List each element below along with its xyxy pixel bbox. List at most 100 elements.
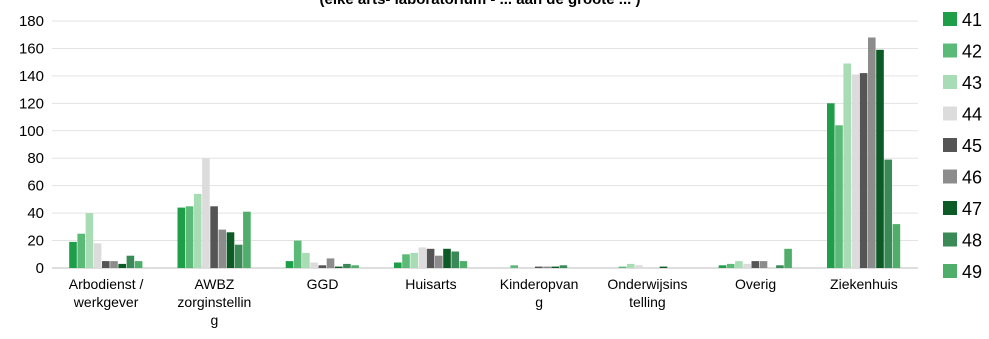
bar-43-6 xyxy=(735,261,743,268)
bar-47-5 xyxy=(659,266,668,268)
bar-46-0 xyxy=(110,261,118,268)
bar-42-2 xyxy=(293,240,302,268)
y-tick-label: 120 xyxy=(19,95,44,112)
x-tick-label: Onderwijsins xyxy=(607,276,687,292)
legend-swatch xyxy=(943,106,957,121)
bar-43-3 xyxy=(410,252,418,268)
bar-49-3 xyxy=(459,261,468,268)
bar-47-1 xyxy=(226,232,235,268)
bar-44-5 xyxy=(635,265,643,268)
bar-48-7 xyxy=(884,159,892,268)
y-tick-label: 140 xyxy=(19,68,44,85)
bar-45-3 xyxy=(426,248,435,268)
y-tick-label: 0 xyxy=(36,260,44,277)
bar-48-6 xyxy=(776,265,784,268)
legend-swatch xyxy=(943,169,957,184)
legend-label: 42 xyxy=(962,42,982,62)
x-tick-label: GGD xyxy=(307,276,339,292)
x-tick-label: werkgever xyxy=(73,294,139,310)
legend-label: 47 xyxy=(962,199,982,219)
bar-45-1 xyxy=(210,206,218,269)
bar-48-2 xyxy=(343,263,351,268)
bar-42-7 xyxy=(835,125,843,268)
bar-41-2 xyxy=(285,261,294,268)
bar-43-2 xyxy=(302,252,310,268)
bar-47-3 xyxy=(443,248,451,268)
y-tick-label: 100 xyxy=(19,123,44,140)
x-tick-label: Kinderopvan xyxy=(500,276,579,292)
bar-43-5 xyxy=(626,263,635,268)
bar-46-4 xyxy=(543,266,551,268)
legend-label: 44 xyxy=(962,105,982,125)
bar-41-1 xyxy=(177,207,186,268)
legend-swatch xyxy=(943,232,957,247)
legend-label: 46 xyxy=(962,168,982,188)
bar-46-2 xyxy=(326,258,335,268)
bar-41-6 xyxy=(718,265,727,268)
legend-swatch xyxy=(943,264,957,278)
bar-48-4 xyxy=(559,265,568,268)
y-tick-label: 60 xyxy=(27,178,44,195)
bar-42-0 xyxy=(77,233,85,268)
legend-swatch xyxy=(943,12,957,26)
chart-title: (elke arts- laboratorium - ... aan de gr… xyxy=(320,0,641,8)
y-tick-label: 20 xyxy=(27,233,44,250)
y-tick-label: 80 xyxy=(27,150,44,167)
bar-48-0 xyxy=(126,255,135,268)
bar-43-0 xyxy=(85,213,94,268)
bar-42-1 xyxy=(185,206,194,269)
bar-49-2 xyxy=(351,265,359,268)
bar-47-7 xyxy=(876,49,884,268)
bar-45-6 xyxy=(751,261,760,268)
x-tick-label: g xyxy=(535,294,543,310)
x-tick-label: AWBZ xyxy=(194,276,234,292)
legend-swatch xyxy=(943,138,957,152)
legend-label: 48 xyxy=(962,231,982,251)
bar-46-3 xyxy=(435,255,443,268)
bar-49-1 xyxy=(243,211,251,268)
bar-44-7 xyxy=(851,74,860,268)
bar-45-0 xyxy=(102,261,110,268)
bar-49-6 xyxy=(784,248,792,268)
bar-47-0 xyxy=(118,263,126,268)
bar-46-6 xyxy=(759,261,768,268)
legend-label: 45 xyxy=(962,136,982,156)
legend-swatch xyxy=(943,43,957,58)
bar-46-7 xyxy=(868,37,876,268)
bar-42-6 xyxy=(726,263,735,268)
bar-49-0 xyxy=(134,261,143,268)
x-tick-label: Overig xyxy=(735,276,776,292)
bar-44-0 xyxy=(93,243,102,268)
bar-42-5 xyxy=(618,266,627,268)
bar-43-1 xyxy=(193,193,202,268)
bar-46-1 xyxy=(218,229,227,268)
x-tick-label: Huisarts xyxy=(405,276,456,292)
bar-45-4 xyxy=(535,266,543,268)
legend-swatch xyxy=(943,75,957,89)
bar-47-2 xyxy=(334,266,343,268)
bar-41-7 xyxy=(827,103,835,268)
x-tick-label: g xyxy=(211,312,219,328)
legend-label: 49 xyxy=(962,262,982,282)
bar-41-3 xyxy=(394,262,402,268)
bar-44-1 xyxy=(202,158,210,268)
bar-48-1 xyxy=(234,244,243,268)
legend-label: 41 xyxy=(962,10,982,30)
bar-44-2 xyxy=(310,262,318,268)
legend-swatch xyxy=(943,201,957,215)
x-tick-label: Ziekenhuis xyxy=(830,276,898,292)
bar-42-4 xyxy=(510,265,518,268)
bar-49-7 xyxy=(892,224,901,268)
x-tick-label: zorginstellin xyxy=(177,294,251,310)
y-tick-label: 180 xyxy=(19,13,44,30)
bar-41-0 xyxy=(69,241,77,268)
bar-45-2 xyxy=(318,265,327,268)
legend-label: 43 xyxy=(962,73,982,93)
x-tick-label: telling xyxy=(629,294,666,310)
bar-47-4 xyxy=(551,266,559,268)
y-tick-label: 160 xyxy=(19,40,44,57)
y-tick-label: 40 xyxy=(27,205,44,222)
bar-44-6 xyxy=(743,263,751,268)
